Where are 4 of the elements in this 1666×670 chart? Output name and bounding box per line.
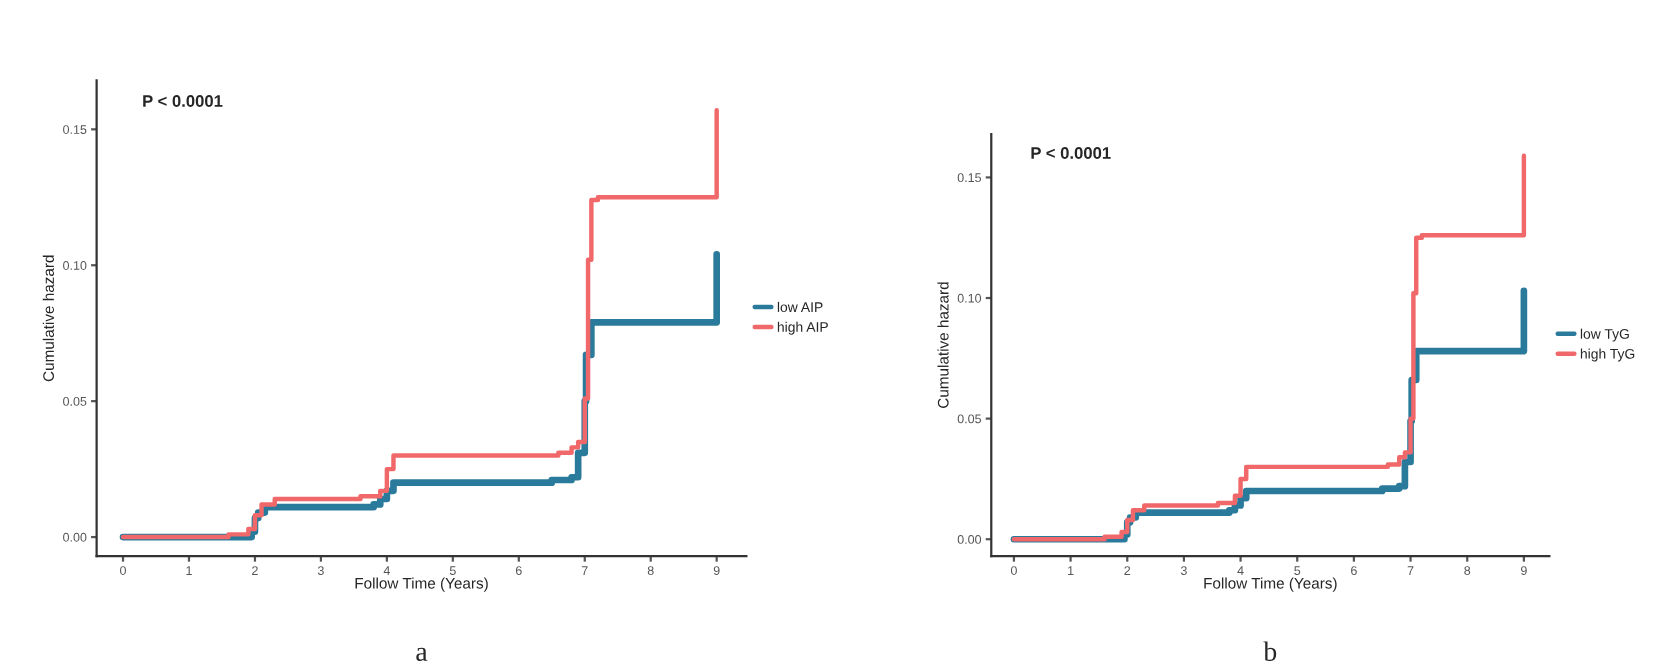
annotation: P < 0.0001 [143, 95, 223, 107]
text: b [1263, 641, 1277, 662]
annotation: P < 0.0001 [1031, 147, 1111, 159]
text: a [416, 647, 428, 662]
